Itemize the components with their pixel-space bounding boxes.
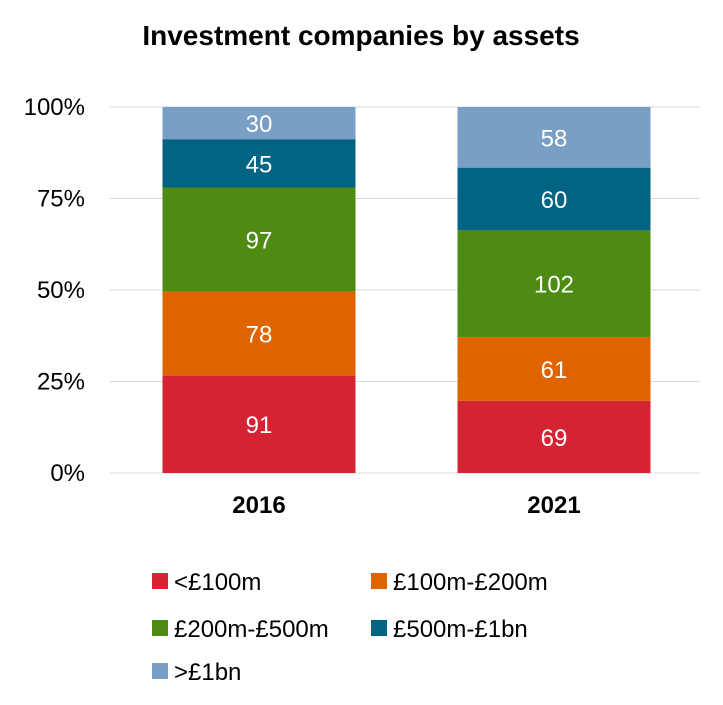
legend-item: <£100m	[152, 569, 261, 596]
legend-item: £200m-£500m	[152, 616, 329, 643]
y-tick-label: 0%	[50, 460, 85, 487]
y-tick-label: 50%	[37, 277, 85, 304]
plot-area	[162, 107, 651, 473]
bar-segment	[457, 400, 651, 473]
data-label: 91	[246, 412, 273, 439]
y-tick-label: 25%	[37, 369, 85, 396]
chart-title: Investment companies by assets	[142, 20, 579, 51]
bar-segment	[457, 230, 651, 338]
data-label: 60	[541, 187, 568, 214]
data-label: 45	[246, 151, 273, 178]
y-axis: 0% 25% 50% 75% 100%	[24, 94, 85, 487]
legend-label: <£100m	[174, 569, 261, 596]
x-tick-label: 2016	[232, 492, 285, 519]
legend-item: £100m-£200m	[371, 569, 548, 596]
legend-swatch	[152, 663, 168, 679]
legend-swatch	[152, 573, 168, 589]
data-labels: 91 78 97 45 30 69 61 102 60 58	[246, 111, 574, 452]
legend-label: >£1bn	[174, 659, 241, 686]
data-label: 69	[541, 425, 568, 452]
y-tick-label: 75%	[37, 186, 85, 213]
x-axis: 2016 2021	[232, 492, 580, 519]
legend-label: £500m-£1bn	[393, 616, 528, 643]
bar-segment	[162, 375, 356, 473]
bar-segment	[162, 139, 356, 188]
data-label: 30	[246, 111, 273, 138]
data-label: 78	[246, 321, 273, 348]
legend-label: £100m-£200m	[393, 569, 548, 596]
bar-segment	[457, 167, 651, 231]
data-label: 58	[541, 125, 568, 152]
bar-segment	[457, 337, 651, 401]
bar-segment	[162, 187, 356, 292]
bar-segment	[162, 107, 356, 140]
x-tick-label: 2021	[527, 492, 580, 519]
bar-segment	[162, 291, 356, 376]
data-label: 97	[246, 228, 273, 255]
legend-label: £200m-£500m	[174, 616, 329, 643]
legend: <£100m £100m-£200m £200m-£500m £500m-£1bn >£…	[152, 569, 548, 686]
legend-item: £500m-£1bn	[371, 616, 528, 643]
legend-swatch	[152, 620, 168, 636]
legend-item: >£1bn	[152, 659, 241, 686]
bar-segment	[457, 107, 651, 168]
data-label: 102	[534, 272, 574, 299]
y-tick-label: 100%	[24, 94, 85, 121]
data-label: 61	[541, 357, 568, 384]
legend-swatch	[371, 573, 387, 589]
legend-swatch	[371, 620, 387, 636]
